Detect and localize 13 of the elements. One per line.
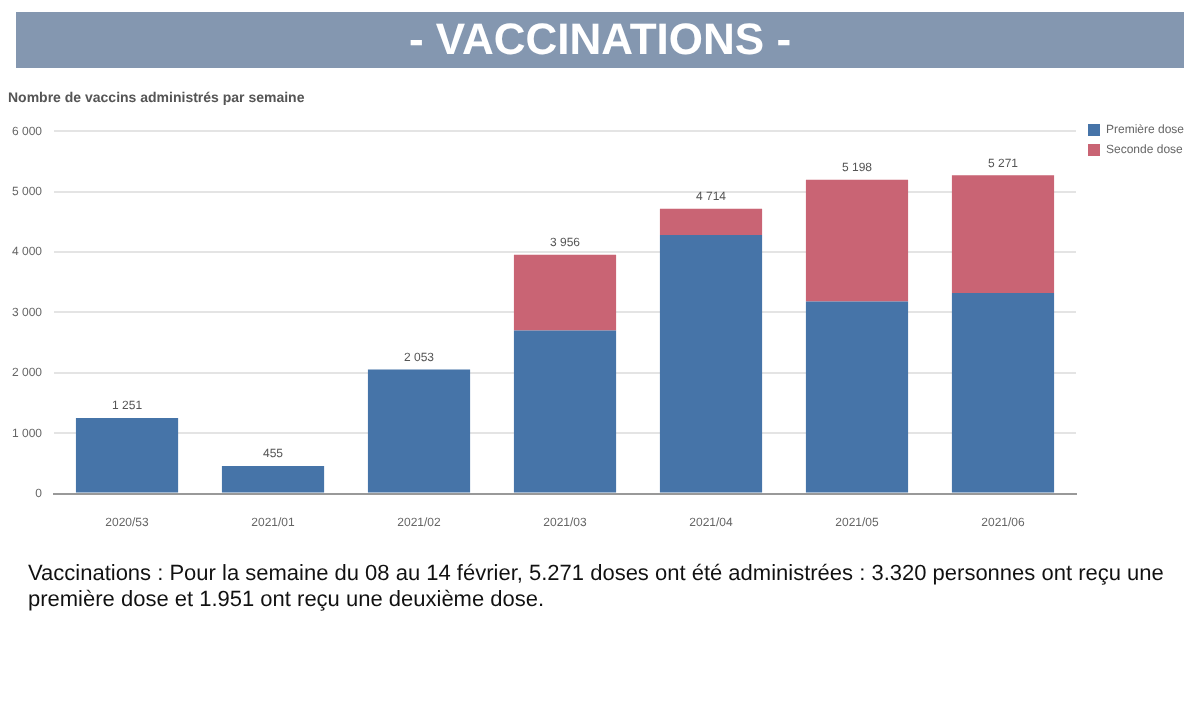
bar xyxy=(367,369,471,493)
bar xyxy=(951,175,1055,294)
bar xyxy=(805,301,909,493)
bar xyxy=(75,418,179,493)
bar xyxy=(513,330,617,493)
bar xyxy=(951,293,1055,493)
bar xyxy=(659,235,763,493)
bar xyxy=(513,254,617,331)
text: Vaccinations : Pour la semaine du 08 au 14 février, 5.271 doses ont été administrées : 3.320 personnes ont reçu une première dose et 1.951 ont reçu une deuxième dose. xyxy=(28,562,1166,614)
bar xyxy=(221,466,325,493)
bar xyxy=(659,208,763,236)
chart-title: - VACCINATIONS - xyxy=(16,12,1184,68)
bar xyxy=(805,179,909,302)
